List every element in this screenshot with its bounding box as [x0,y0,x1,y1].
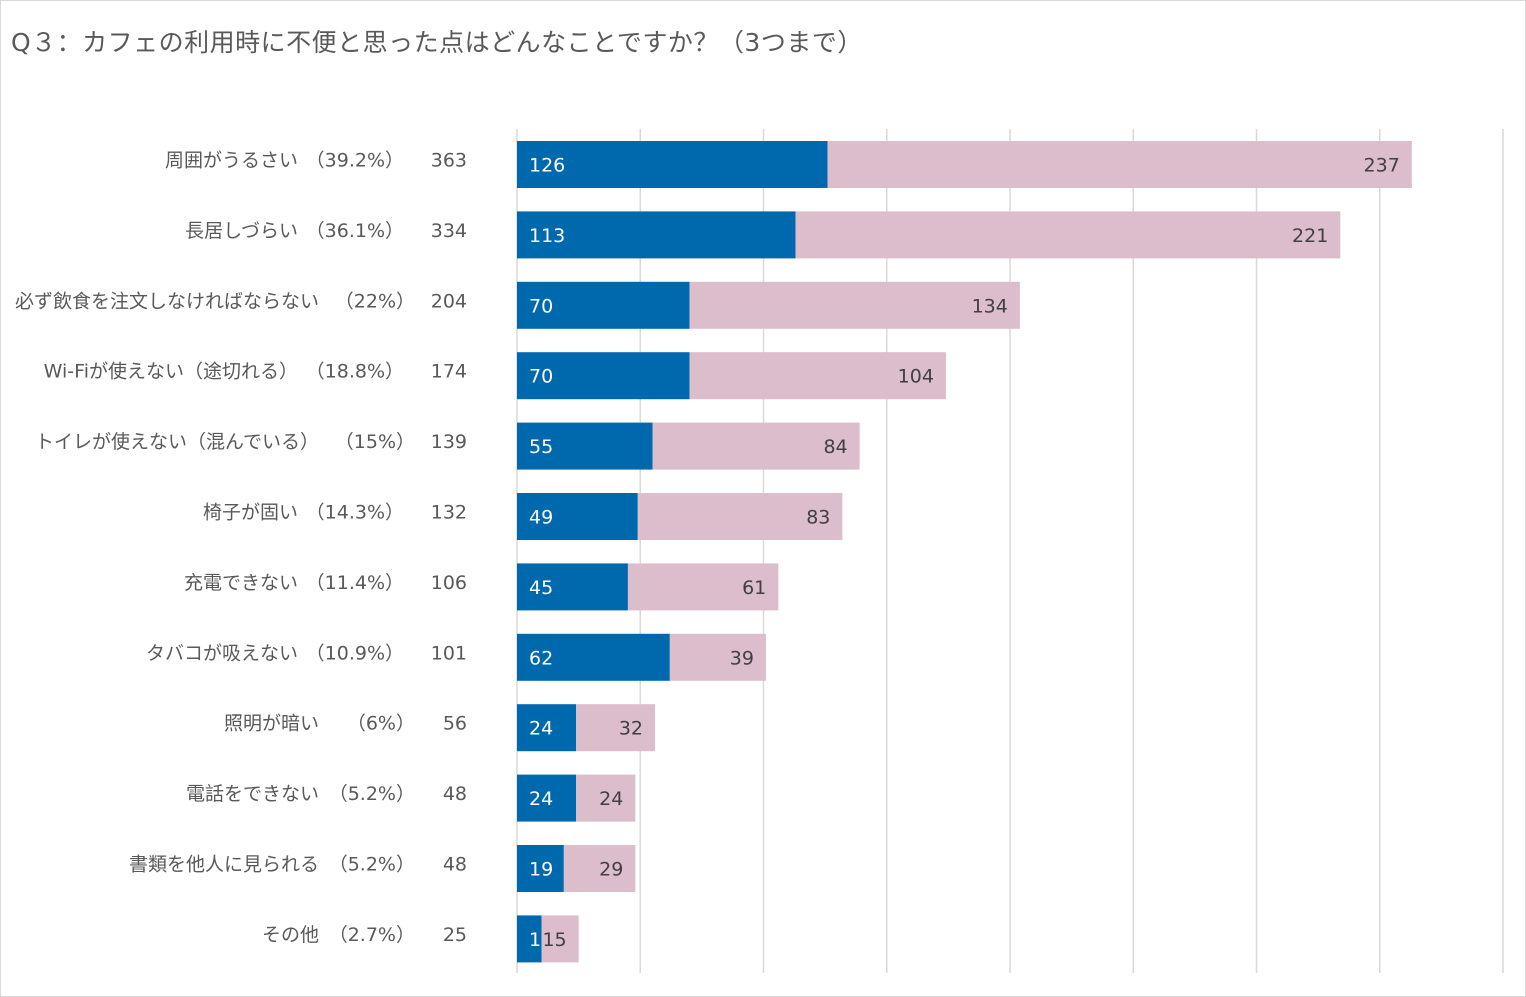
data-label-series2: 61 [742,577,766,599]
total-label: 25 [443,924,467,946]
bar-series1 [517,915,542,963]
bar-series1 [517,352,690,400]
category-label: 照明が暗い [224,713,319,735]
data-label-series2: 15 [542,929,566,951]
percent-label: （5.2%） [329,783,415,805]
data-label-series1: 19 [529,859,553,881]
percent-label: （14.3%） [306,502,404,524]
category-label: Wi-Fiが使えない（途切れる） [44,361,298,383]
category-label: 充電できない [184,572,298,594]
chart-title: Q３：カフェの利用時に不便と思った点はどんなことですか？（3つまで） [11,28,863,57]
category-label: 椅子が固い [203,502,298,524]
category-label: 必ず飲食を注文しなければならない [15,290,319,312]
bar-series1 [517,633,670,681]
bar-series2 [689,281,1020,329]
bar-series1 [517,211,796,259]
percent-label: （36.1%） [306,220,404,242]
percent-label: （11.4%） [306,572,404,594]
percent-label: （5.2%） [329,854,415,876]
bar-series2 [563,845,636,892]
total-label: 48 [443,783,467,805]
bar-series2 [795,211,1341,259]
total-label: 106 [431,572,467,594]
category-label: トイレが使えない（混んでいる） [35,431,319,453]
category-label: その他 [262,924,319,946]
bar-series2 [541,915,579,963]
bar-series1 [517,563,628,611]
percent-label: （39.2%） [306,150,404,172]
category-label: 書類を他人に見られる [129,854,319,876]
data-label-series2: 221 [1292,225,1328,247]
bar-series2 [627,563,779,611]
data-label-series1: 70 [529,295,553,317]
category-label: 周囲がうるさい [165,150,298,172]
category-label: 長居しづらい [185,220,298,242]
data-label-series1: 24 [529,788,553,810]
data-label-series1: 49 [529,507,553,529]
data-label-series2: 32 [619,718,643,740]
bar-series1 [517,845,564,892]
data-label-series1: 126 [529,155,565,177]
percent-label: （6%） [347,713,415,735]
data-label-series1: 70 [529,366,553,388]
data-label-series1: 24 [529,718,553,740]
bar-series2 [652,422,860,470]
bar-series1 [517,281,690,329]
percent-label: （15%） [335,431,415,453]
data-label-series2: 84 [823,436,847,458]
bar-series1 [517,493,638,540]
bar-series2 [827,141,1412,188]
total-label: 204 [431,290,467,312]
total-label: 139 [431,431,467,453]
category-label: タバコが吸えない [146,642,298,664]
category-label: 電話をできない [186,783,319,805]
data-label-series2: 39 [730,647,754,669]
bar-series1 [517,141,828,188]
bar-series1 [517,704,577,752]
data-label-series2: 237 [1364,155,1400,177]
data-label-series2: 29 [599,859,623,881]
data-label-series2: 134 [972,295,1008,317]
total-label: 132 [431,502,467,524]
data-label-series1: 62 [529,647,553,669]
percent-label: （18.8%） [306,361,404,383]
percent-label: （2.7%） [329,924,415,946]
bar-series2 [576,704,656,752]
bar-series2 [689,352,946,400]
bar-series1 [517,422,653,470]
bar-series2 [637,493,843,540]
data-label-series1: 45 [529,577,553,599]
percent-label: （10.9%） [306,642,404,664]
total-label: 56 [443,713,467,735]
total-label: 101 [431,642,467,664]
data-label-series1: 55 [529,436,553,458]
percent-label: （22%） [335,290,415,312]
total-label: 334 [431,220,467,242]
data-label-series2: 83 [806,507,830,529]
bar-series1 [517,774,577,822]
total-label: 48 [443,854,467,876]
bar-series2 [669,633,766,681]
total-label: 363 [431,150,467,172]
data-label-series2: 104 [898,366,934,388]
data-label-series2: 24 [599,788,623,810]
total-label: 174 [431,361,467,383]
data-label-series1: 113 [529,225,565,247]
bar-series2 [576,774,636,822]
